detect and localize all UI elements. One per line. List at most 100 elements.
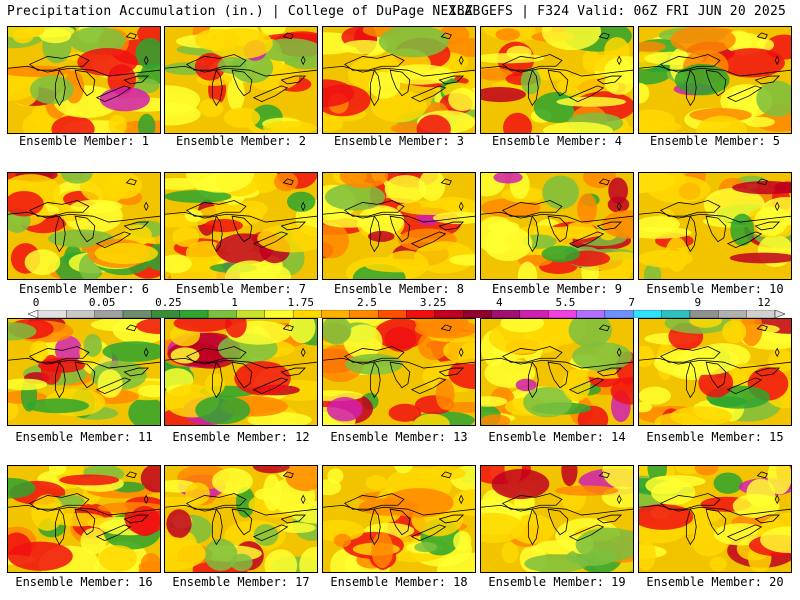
precip-map: [323, 173, 475, 279]
ensemble-member-label: Ensemble Member: 13: [330, 430, 468, 444]
ensemble-map-panel: [480, 172, 634, 280]
ensemble-map-panel: [322, 26, 476, 134]
colorbar-tick-label: 0: [32, 296, 40, 309]
colorbar-min-arrow: [28, 310, 39, 318]
precip-map: [165, 173, 317, 279]
colorbar-swatch: [406, 310, 436, 318]
ensemble-map-panel: [638, 465, 792, 573]
precip-map: [639, 173, 791, 279]
colorbar-swatch: [66, 310, 95, 318]
ensemble-member-label: Ensemble Member: 1: [18, 134, 150, 148]
precip-map: [323, 27, 475, 133]
ensemble-member-label: Ensemble Member: 17: [172, 575, 310, 589]
ensemble-member-label: Ensemble Member: 9: [491, 282, 623, 296]
precip-map: [323, 466, 475, 572]
ensemble-map-panel: [7, 26, 161, 134]
ensemble-map-panel: [7, 172, 161, 280]
colorbar-tick-label: 7: [628, 296, 635, 309]
ensemble-map-panel: [480, 318, 634, 426]
colorbar-tick-label: 5.5: [555, 296, 576, 309]
ensemble-map-panel: [480, 26, 634, 134]
ensemble-member-label: Ensemble Member: 7: [175, 282, 307, 296]
precip-map: [165, 319, 317, 425]
colorbar-swatch: [689, 310, 719, 318]
precip-map: [165, 466, 317, 572]
colorbar-swatch: [207, 310, 237, 318]
precip-map: [639, 27, 791, 133]
ensemble-member-label: Ensemble Member: 2: [175, 134, 307, 148]
colorbar-swatch: [746, 310, 776, 318]
colorbar-swatch: [661, 310, 691, 318]
ensemble-map-panel: [164, 465, 318, 573]
run-valid-time: 18Z GEFS | F324 Valid: 06Z FRI JUN 20 20…: [448, 4, 786, 19]
ensemble-member-label: Ensemble Member: 15: [646, 430, 784, 444]
precip-map: [639, 466, 791, 572]
colorbar-swatch: [349, 310, 379, 318]
ensemble-map-panel: [638, 26, 792, 134]
colorbar-swatch: [179, 310, 209, 318]
colorbar-swatch: [377, 310, 407, 318]
colorbar-swatch: [491, 310, 521, 318]
precip-map: [481, 319, 633, 425]
colorbar-swatch: [576, 310, 606, 318]
ensemble-member-label: Ensemble Member: 18: [330, 575, 468, 589]
colorbar-tick-label: 2.5: [356, 296, 377, 309]
ensemble-map-panel: [322, 465, 476, 573]
colorbar-swatch: [604, 310, 634, 318]
ensemble-map-panel: [164, 172, 318, 280]
colorbar-swatch: [236, 310, 265, 318]
ensemble-map-panel: [480, 465, 634, 573]
ensemble-member-label: Ensemble Member: 10: [646, 282, 784, 296]
ensemble-member-label: Ensemble Member: 3: [333, 134, 465, 148]
colorbar-swatch: [37, 310, 67, 318]
colorbar-swatch: [463, 310, 492, 318]
chart-title: Precipitation Accumulation (in.) | Colle…: [7, 4, 481, 19]
precip-map: [481, 27, 633, 133]
ensemble-map-panel: [7, 465, 161, 573]
colorbar-swatch: [122, 310, 152, 318]
ensemble-map-panel: [638, 172, 792, 280]
ensemble-member-label: Ensemble Member: 11: [15, 430, 153, 444]
colorbar-swatch: [94, 310, 124, 318]
ensemble-map-panel: [322, 172, 476, 280]
colorbar-max-arrow: [774, 310, 785, 318]
colorbar-swatch: [548, 310, 577, 318]
colorbar-scale: [28, 310, 785, 318]
ensemble-map-panel: [164, 318, 318, 426]
colorbar-swatch: [434, 310, 464, 318]
colorbar-tick-label: 4: [495, 296, 503, 309]
precip-map: [8, 27, 160, 133]
colorbar-swatch: [633, 310, 662, 318]
precip-map: [481, 173, 633, 279]
ensemble-member-label: Ensemble Member: 8: [333, 282, 465, 296]
ensemble-member-label: Ensemble Member: 4: [491, 134, 623, 148]
precip-map: [8, 319, 160, 425]
ensemble-member-label: Ensemble Member: 20: [646, 575, 784, 589]
colorbar-tick-label: 12: [757, 296, 771, 309]
precip-map: [323, 319, 475, 425]
colorbar-swatch: [718, 310, 747, 318]
colorbar-swatch: [519, 310, 549, 318]
ensemble-member-label: Ensemble Member: 14: [488, 430, 626, 444]
colorbar-swatch: [321, 310, 350, 318]
ensemble-map-panel: [638, 318, 792, 426]
colorbar-tick-label: 0.05: [88, 296, 116, 309]
colorbar-tick-label: 9: [694, 296, 702, 309]
precip-map: [8, 466, 160, 572]
precip-map: [481, 466, 633, 572]
colorbar-swatch: [151, 310, 180, 318]
precip-map: [8, 173, 160, 279]
colorbar-tick-label: 1: [231, 296, 238, 309]
colorbar-tick-label: 3.25: [419, 296, 447, 309]
ensemble-member-label: Ensemble Member: 6: [18, 282, 150, 296]
colorbar-tick-label: 1.75: [287, 296, 314, 309]
ensemble-member-label: Ensemble Member: 12: [172, 430, 310, 444]
ensemble-map-panel: [7, 318, 161, 426]
precip-map: [165, 27, 317, 133]
ensemble-member-label: Ensemble Member: 19: [488, 575, 626, 589]
ensemble-member-label: Ensemble Member: 5: [649, 134, 781, 148]
colorbar-swatch: [292, 310, 322, 318]
ensemble-map-panel: [322, 318, 476, 426]
colorbar-tick-label: 0.25: [155, 296, 182, 309]
colorbar-swatch: [264, 310, 294, 318]
